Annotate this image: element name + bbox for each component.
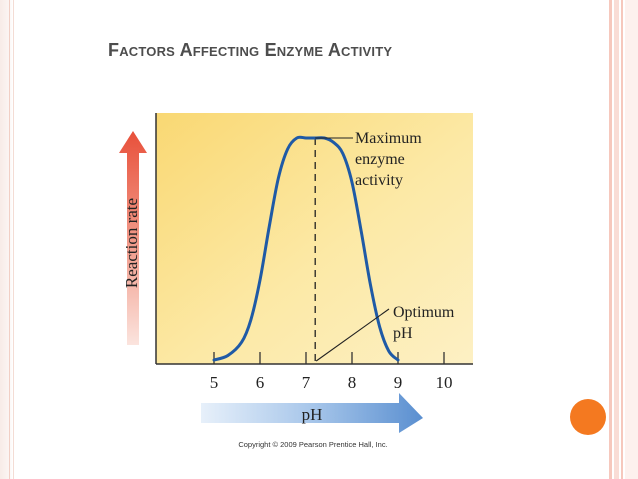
enzyme-ph-figure: Reaction rate 5 6 7 8 9 10 Maximum enzyme act… xyxy=(109,113,473,451)
x-tick-label: 10 xyxy=(436,373,453,392)
x-tick-label: 5 xyxy=(210,373,219,392)
ph-arrow xyxy=(201,393,423,433)
optimum-ph-annotation: Optimum pH xyxy=(393,304,458,342)
y-axis-label: Reaction rate xyxy=(122,198,141,288)
ph-activity-chart: Reaction rate 5 6 7 8 9 10 Maximum enzyme act… xyxy=(119,113,473,449)
activity-curve xyxy=(212,135,400,362)
x-axis-label: pH xyxy=(302,405,323,424)
annotation-line: Optimum xyxy=(393,304,455,321)
x-tick-label: 9 xyxy=(394,373,403,392)
accent-dot xyxy=(570,399,606,435)
x-tick-label: 6 xyxy=(256,373,265,392)
maximum-activity-annotation: Maximum enzyme activity xyxy=(355,130,426,189)
x-tick-label: 8 xyxy=(348,373,357,392)
optimum-ph-leader-line xyxy=(315,308,390,362)
annotation-line: Maximum xyxy=(355,130,422,147)
annotation-line: enzyme xyxy=(355,151,405,168)
annotation-line: pH xyxy=(393,325,413,342)
reaction-rate-arrow xyxy=(119,131,147,345)
left-edge-decoration xyxy=(0,0,14,479)
copyright-text: Copyright © 2009 Pearson Prentice Hall, … xyxy=(238,440,387,449)
annotation-line: activity xyxy=(355,172,403,189)
right-band-decoration xyxy=(609,0,612,479)
right-band-decoration xyxy=(625,0,638,479)
plot-background xyxy=(156,113,473,364)
slide-title: Factors Affecting Enzyme Activity xyxy=(108,40,393,60)
x-tick-label: 7 xyxy=(302,373,311,392)
right-band-decoration xyxy=(614,0,619,479)
right-band-decoration xyxy=(621,0,623,479)
